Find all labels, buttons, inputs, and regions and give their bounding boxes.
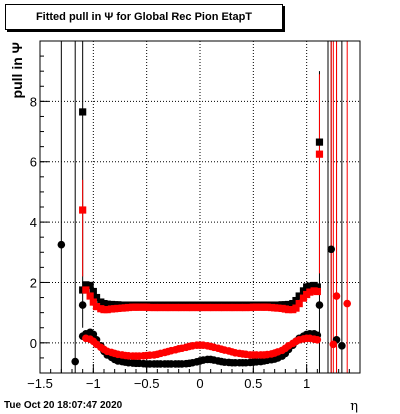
square-marker	[313, 283, 321, 291]
square-marker	[103, 306, 111, 314]
square-marker	[92, 293, 101, 302]
circle-marker	[338, 342, 346, 350]
square-marker	[178, 303, 186, 312]
square-marker	[135, 303, 143, 311]
square-marker	[274, 304, 282, 312]
circle-marker	[57, 240, 66, 249]
square-marker	[292, 304, 300, 312]
x-tick-label: −0.5	[134, 376, 160, 391]
square-marker	[89, 298, 97, 306]
circle-marker	[78, 301, 87, 309]
x-axis-label: η	[350, 399, 358, 414]
square-marker	[315, 150, 324, 158]
circle-marker	[313, 336, 322, 344]
error-bars	[60, 41, 348, 373]
data-markers	[57, 108, 352, 368]
square-marker	[82, 281, 90, 289]
circle-marker	[329, 340, 338, 349]
x-tick-label: 0.5	[244, 376, 262, 391]
tick-labels: −1.5 −1 −0.5 0 0.5 1 0 2 4 6 8	[27, 94, 310, 391]
grid-lines	[40, 41, 360, 373]
square-marker	[124, 303, 133, 312]
square-marker	[242, 303, 250, 312]
y-tick-label: 4	[30, 215, 37, 230]
square-marker	[79, 206, 87, 214]
square-marker	[284, 300, 293, 309]
square-marker	[86, 281, 94, 290]
circle-marker	[343, 299, 352, 308]
square-marker	[295, 292, 303, 300]
timestamp: Tue Oct 20 18:07:47 2020	[4, 400, 123, 411]
square-marker	[299, 287, 308, 295]
square-marker	[146, 303, 154, 312]
circle-marker	[71, 357, 79, 366]
square-marker	[306, 288, 314, 296]
y-tick-label: 2	[30, 275, 37, 290]
square-marker	[284, 306, 293, 314]
square-marker	[89, 287, 97, 296]
square-marker	[263, 303, 271, 311]
square-marker	[306, 282, 314, 290]
square-marker	[220, 303, 229, 312]
square-marker	[315, 138, 324, 146]
x-tick-label: −1	[86, 376, 101, 391]
square-marker	[114, 304, 122, 313]
axis-ticks	[39, 55, 361, 374]
chart-title: Fitted pull in Ψ for Global Rec Pion Eta…	[5, 4, 283, 30]
x-tick-label: 1	[303, 376, 310, 391]
square-marker	[114, 301, 122, 309]
circle-marker	[315, 301, 324, 309]
square-marker	[210, 303, 218, 312]
square-marker	[86, 292, 94, 300]
square-marker	[252, 303, 261, 311]
y-tick-label: 0	[30, 336, 37, 351]
circle-marker	[327, 245, 336, 254]
square-marker	[92, 303, 101, 311]
y-axis-label: pull in Ψ	[9, 42, 25, 98]
square-marker	[231, 303, 239, 312]
x-tick-label: 0	[196, 376, 203, 391]
square-marker	[82, 286, 90, 294]
square-marker	[299, 294, 308, 302]
square-marker	[313, 287, 321, 296]
circle-marker	[332, 292, 341, 300]
square-marker	[199, 303, 207, 312]
square-marker	[79, 108, 87, 116]
square-marker	[156, 303, 165, 312]
square-marker	[188, 303, 197, 312]
y-tick-label: 8	[30, 94, 37, 109]
y-tick-label: 6	[30, 155, 37, 170]
square-marker	[295, 299, 303, 308]
x-tick-label: −1.5	[27, 376, 53, 391]
square-marker	[167, 303, 175, 312]
square-marker	[103, 300, 111, 308]
